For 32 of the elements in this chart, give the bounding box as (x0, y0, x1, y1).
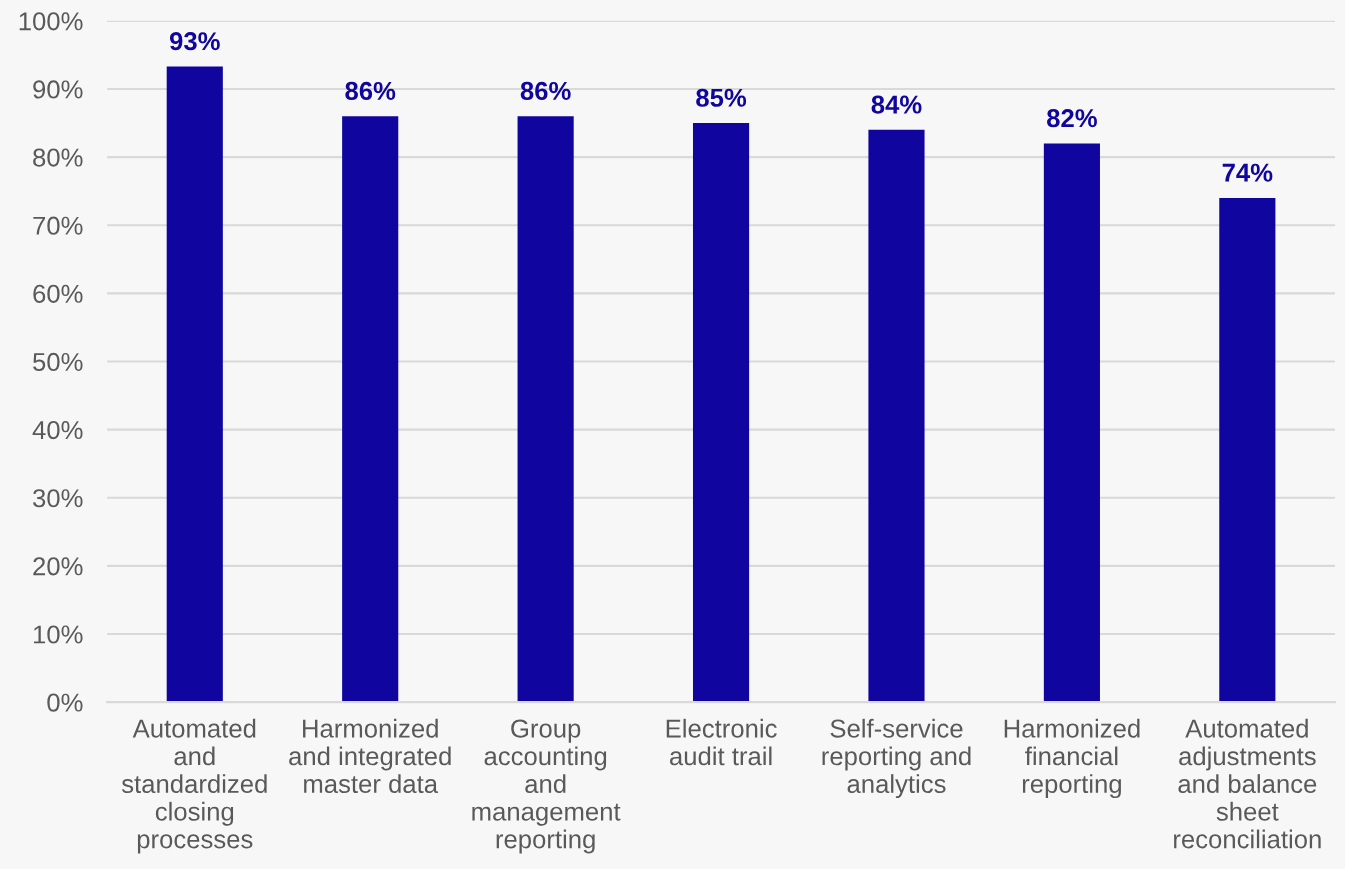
y-tick-label: 70% (33, 216, 83, 235)
data-label: 93% (169, 32, 220, 51)
y-tick-label: 60% (33, 284, 83, 303)
bar (166, 66, 223, 703)
y-tick-label: 50% (33, 352, 83, 372)
x-tick-label: Harmonized financial reporting (1004, 718, 1140, 799)
y-tick-label: 30% (33, 489, 83, 508)
data-label: 74% (1222, 163, 1273, 182)
x-tick-label: Harmonized and integrated master data (289, 718, 451, 794)
y-tick-label: 10% (33, 625, 83, 644)
x-tick-label: Electronic audit trail (666, 718, 777, 766)
data-label: 86% (345, 81, 396, 101)
y-tick-label: 40% (32, 421, 83, 440)
y-tick-label: 0% (47, 693, 83, 712)
y-tick-label: 100% (19, 12, 83, 31)
bar (868, 129, 925, 703)
bar (692, 123, 750, 703)
y-tick-label: 90% (33, 80, 83, 99)
bar (342, 116, 399, 703)
data-label: 86% (520, 81, 571, 101)
data-label: 82% (1047, 109, 1097, 128)
x-tick-label: Automated and standardized closing processes (121, 718, 267, 854)
data-label: 84% (871, 95, 922, 114)
x-tick-label: Automated adjustments and balance sheet reconciliation (1174, 718, 1321, 849)
bar (1219, 197, 1276, 703)
bar (517, 116, 574, 703)
y-tick-label: 20% (33, 557, 83, 576)
data-label: 85% (696, 88, 747, 107)
bar (1043, 143, 1100, 703)
x-tick-label: Self-service reporting and analytics (822, 718, 971, 799)
y-tick-label: 80% (33, 148, 83, 167)
x-tick-label: Group accounting and management reporting (472, 719, 621, 854)
